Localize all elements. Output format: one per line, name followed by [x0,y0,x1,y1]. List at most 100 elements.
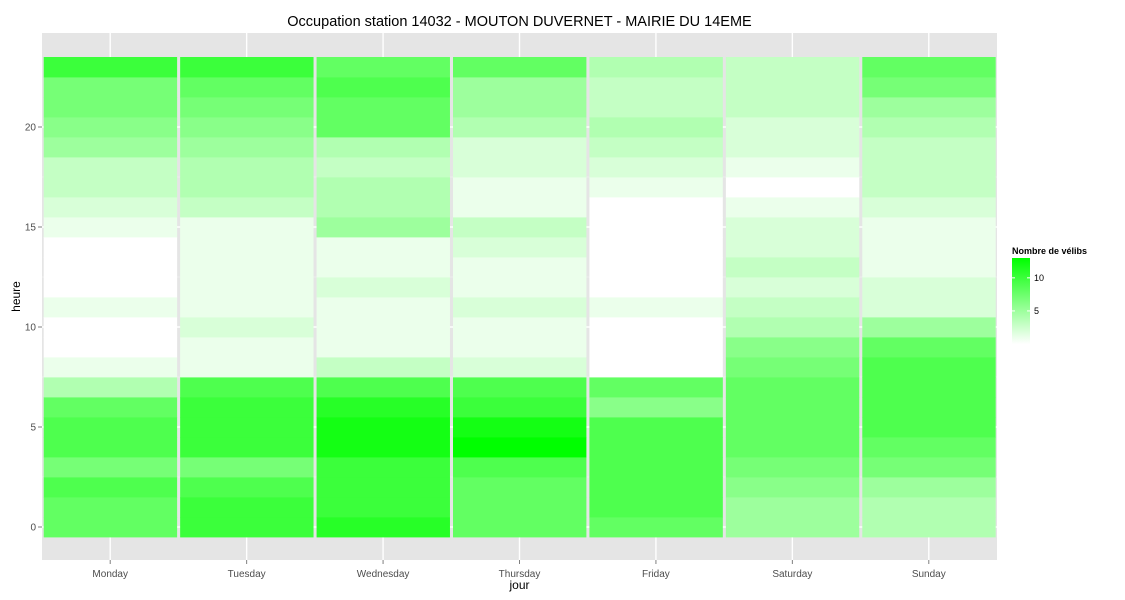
heatmap-cell [725,197,860,218]
heatmap-cell [725,237,860,258]
heatmap-cell [316,497,450,518]
heatmap-cell [43,77,178,98]
heatmap-cell [725,137,860,158]
heatmap-cell [589,57,723,78]
heatmap-cell [43,297,178,318]
heatmap-cell [43,117,178,138]
heatmap-cell [862,437,996,458]
heatmap-cell [589,277,723,298]
heatmap-cell [725,217,860,238]
heatmap-cell [180,377,314,398]
heatmap-cell [862,337,996,358]
heatmap-cell [453,197,587,218]
legend-tick-label: 10 [1034,273,1044,283]
heatmap-cell [43,277,178,298]
heatmap-cell [316,257,450,278]
heatmap-cell [589,457,723,478]
heatmap-cell [180,237,314,258]
y-tick-label: 15 [25,223,37,234]
x-tick-label: Friday [642,569,670,580]
heatmap-cell [589,377,723,398]
x-axis-title: jour [508,578,529,592]
heatmap-cell [180,117,314,138]
heatmap-cell [862,497,996,518]
heatmap-cell [589,397,723,418]
heatmap-cell [316,357,450,378]
heatmap-cell [316,417,450,438]
heatmap-cell [43,237,178,258]
heatmap-cell [589,357,723,378]
heatmap-cell [316,517,450,538]
heatmap-cell [862,517,996,538]
heatmap-cell [43,497,178,518]
heatmap-cell [862,417,996,438]
heatmap-cell [589,197,723,218]
heatmap-cell [316,177,450,198]
heatmap-cell [453,417,587,438]
heatmap-cell [589,137,723,158]
heatmap-cell [453,357,587,378]
heatmap-cell [453,257,587,278]
heatmap-cell [180,297,314,318]
heatmap-cell [453,377,587,398]
heatmap-cell [589,237,723,258]
y-axis: 0 5 10 15 20 [25,123,42,534]
heatmap-cell [43,417,178,438]
heatmap-cell [589,257,723,278]
heatmap-cell [180,97,314,118]
heatmap-cell [180,217,314,238]
heatmap-cell [180,437,314,458]
heatmap-cell [589,217,723,238]
heatmap-cell [453,397,587,418]
heatmap-cell [180,477,314,498]
heatmap-cell [725,437,860,458]
y-axis-title: heure [9,281,23,312]
x-tick-label: Tuesday [228,569,266,580]
heatmap-cell [725,77,860,98]
heatmap-cell [453,77,587,98]
heatmap-cell [453,157,587,178]
heatmap-cell [180,277,314,298]
heatmap-cell [453,57,587,78]
heatmap-cell [316,277,450,298]
heatmap-cell [862,377,996,398]
heatmap-cell [453,497,587,518]
heatmap-cell [316,77,450,98]
heatmap-cell [43,337,178,358]
heatmap-cell [180,517,314,538]
x-tick-label: Saturday [772,569,812,580]
heatmap-cell [725,97,860,118]
heatmap-cell [43,197,178,218]
heatmap-cell [180,157,314,178]
heatmap-cell [180,357,314,378]
heatmap-cell [316,117,450,138]
heatmap-cell [316,397,450,418]
y-tick-label: 0 [30,523,36,534]
heatmap-cell [316,477,450,498]
heatmap-cell [725,317,860,338]
heatmap-cell [589,97,723,118]
heatmap-cell [316,297,450,318]
x-tick-label: Monday [92,569,128,580]
heatmap-cell [43,177,178,198]
heatmap-cell [316,57,450,78]
heatmap-cell [316,237,450,258]
heatmap-cell [43,57,178,78]
heatmap-cell [180,417,314,438]
heatmap-cell [589,417,723,438]
heatmap-cell [589,77,723,98]
heatmap-cell [725,297,860,318]
heatmap-cell [862,317,996,338]
heatmap-cell [862,257,996,278]
heatmap-cell [589,317,723,338]
heatmap-cell [316,97,450,118]
heatmap-cell [453,337,587,358]
heatmap-cell [180,77,314,98]
heatmap-cell [316,437,450,458]
heatmap-cell [316,197,450,218]
heatmap-cell [453,277,587,298]
heatmap-cell [180,57,314,78]
x-tick-label: Sunday [912,569,946,580]
legend-colorbar [1012,258,1030,344]
